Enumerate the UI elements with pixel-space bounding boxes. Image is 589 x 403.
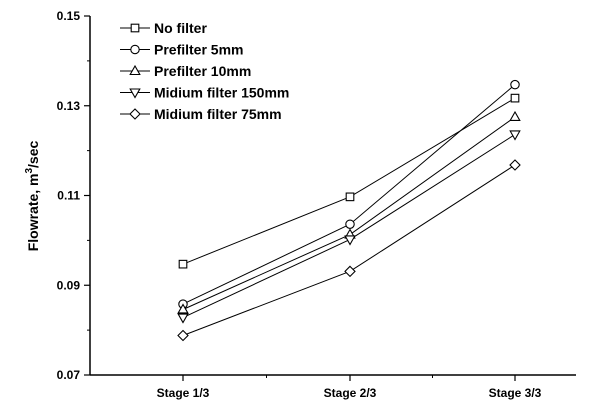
x-tick-label: Stage 3/3: [489, 386, 542, 400]
data-point-marker: [509, 130, 521, 141]
x-tick-label: Stage 1/3: [157, 386, 210, 400]
data-point-marker: [344, 265, 356, 278]
series-markers: [177, 79, 521, 342]
data-point-marker: [510, 79, 520, 90]
data-point-marker: [178, 259, 188, 269]
legend-label: Prefilter 10mm: [154, 63, 251, 79]
data-point-marker: [177, 329, 189, 342]
y-axis-label-superscript: 3: [24, 168, 35, 174]
y-axis-label-main: Flowrate, m: [25, 174, 41, 252]
legend-marker: [130, 44, 140, 55]
legend-marker: [130, 23, 140, 33]
y-tick-label: 0.15: [57, 9, 81, 23]
legend-marker: [129, 108, 141, 120]
y-ticks: 0.07 0.09 0.11 0.13 0.15: [57, 9, 90, 382]
y-tick-label: 0.07: [57, 368, 81, 382]
y-tick-label: 0.13: [57, 99, 81, 113]
y-axis-label: Flowrate, m3/sec: [24, 140, 41, 251]
data-point-marker: [509, 159, 521, 171]
data-point-marker: [345, 219, 355, 229]
legend-label: Prefilter 5mm: [154, 42, 243, 58]
legend-label: Midium filter 75mm: [154, 106, 282, 122]
data-point-marker: [344, 235, 356, 246]
y-tick-label: 0.09: [57, 278, 81, 292]
series-lines: [182, 84, 516, 336]
data-point-marker: [510, 93, 520, 103]
legend-marker: [129, 88, 141, 99]
data-point-marker: [509, 110, 521, 122]
legend-item: Midium filter 75mm: [120, 106, 282, 122]
data-point-marker: [345, 192, 355, 202]
data-point-marker: [177, 313, 189, 324]
data-point-marker: [177, 303, 189, 314]
y-tick-label: 0.11: [57, 189, 80, 203]
legend-marker: [129, 64, 141, 76]
legend-item: No filter: [120, 20, 207, 36]
x-tick-label: Stage 2/3: [324, 386, 377, 400]
x-ticks: Stage 1/3 Stage 2/3 Stage 3/3: [157, 375, 542, 400]
legend-label: Midium filter 150mm: [154, 85, 289, 101]
legend-item: Prefilter 10mm: [120, 63, 251, 79]
legend: No filter Prefilter 5mm Prefilter 10mm Midi…: [120, 20, 289, 122]
legend-item: Prefilter 5mm: [120, 42, 243, 58]
series-line: [182, 164, 516, 336]
legend-item: Midium filter 150mm: [120, 85, 289, 101]
y-axis-label-tail: /sec: [25, 140, 41, 167]
legend-label: No filter: [154, 20, 207, 36]
